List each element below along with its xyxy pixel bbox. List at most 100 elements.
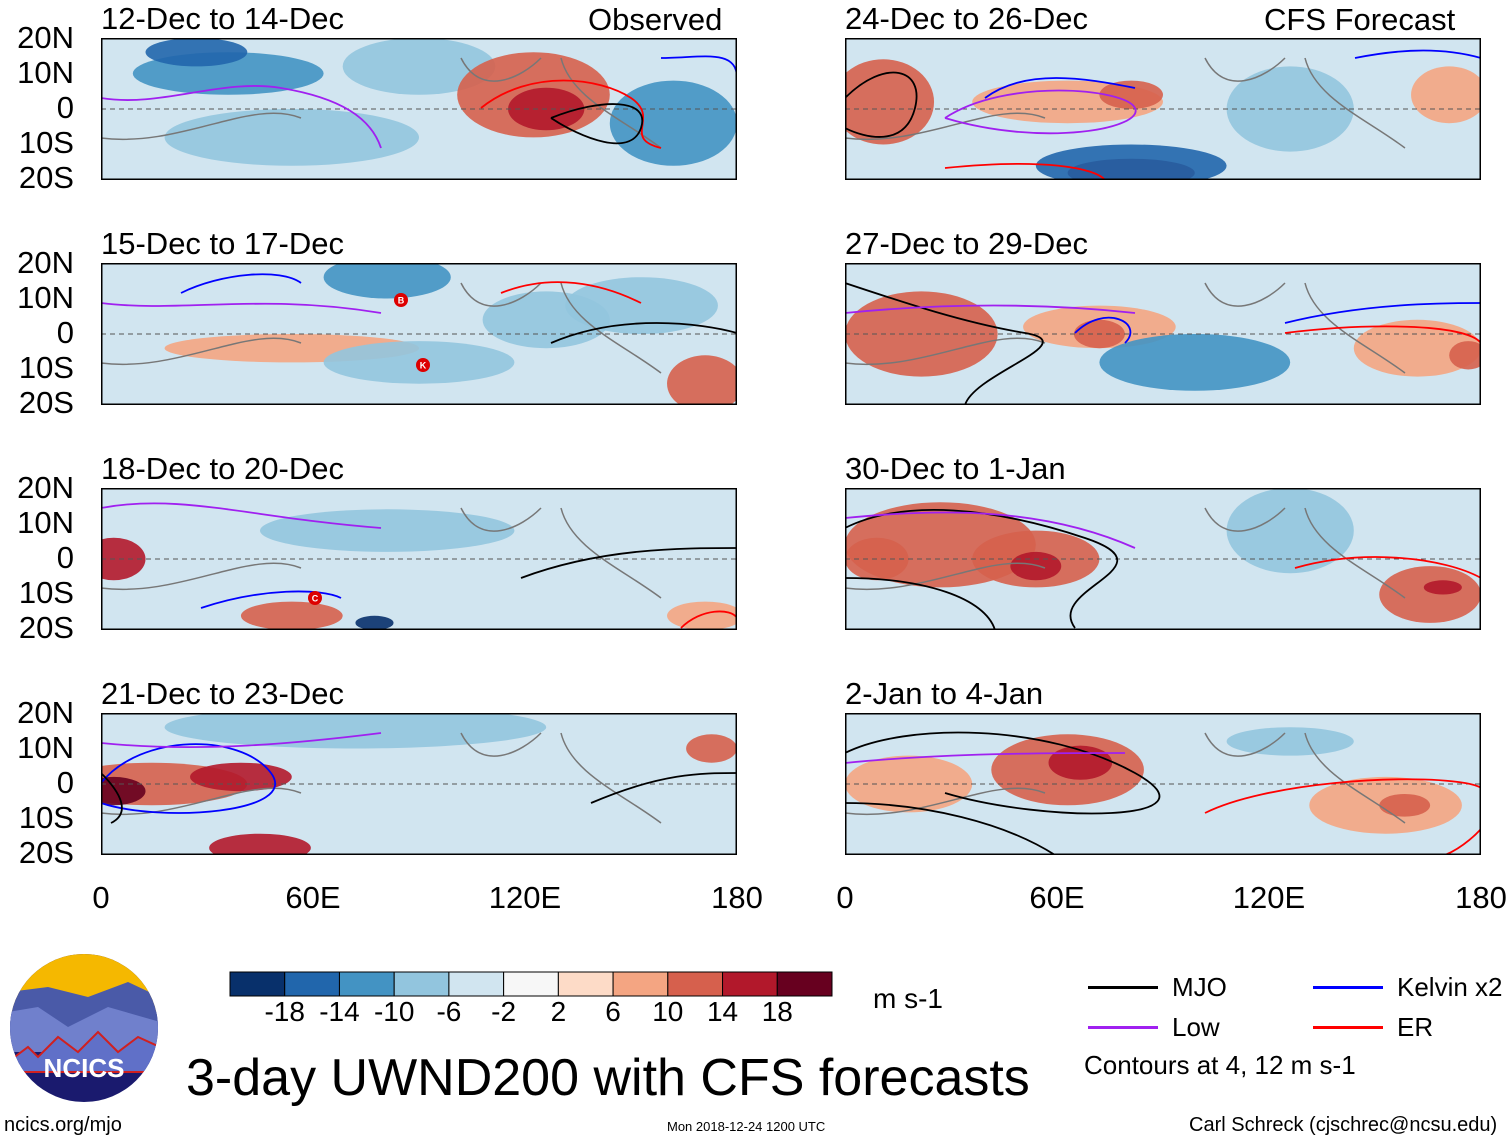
lat-tick-label: 20S: [18, 385, 74, 420]
colorbar-swatch: [393, 971, 450, 997]
colorbar-tick-label: -6: [436, 996, 462, 1027]
colorbar-tick-label: 14: [706, 996, 739, 1027]
wave-contour: [520, 547, 737, 579]
footer-author: Carl Schreck (cjschrec@ncsu.edu): [1189, 1114, 1498, 1136]
colorbar-swatch: [448, 971, 505, 997]
wave-contour: [550, 322, 737, 344]
wave-contour: [845, 304, 1136, 314]
ncics-logo: NCICS: [10, 954, 158, 1102]
colorbar-tick-label: 10: [652, 996, 684, 1027]
wave-contour: [180, 273, 302, 294]
wind-anomaly-region: [260, 509, 515, 552]
wind-anomaly-region: [1035, 144, 1227, 180]
colorbar-swatch: [612, 971, 669, 997]
map-panel: [845, 263, 1481, 405]
wave-contour: [1284, 302, 1481, 324]
wind-anomaly-region: [609, 80, 737, 166]
storm-marker: B: [394, 293, 408, 307]
lat-tick-label: 10S: [18, 800, 74, 835]
wind-anomaly-region: [355, 615, 394, 630]
colorbar-swatch: [557, 971, 614, 997]
lat-tick-label: 0: [56, 765, 74, 800]
legend-line: [1088, 986, 1158, 989]
lon-tick-label: 120E: [488, 880, 562, 915]
panel-title: 18-Dec to 20-Dec: [101, 451, 344, 486]
coastline: [101, 57, 662, 149]
wind-anomaly-region: [342, 38, 496, 95]
panel-title: 21-Dec to 23-Dec: [101, 676, 344, 711]
wave-contour: [101, 743, 276, 814]
legend-line: [1313, 1026, 1383, 1029]
footer-url[interactable]: ncics.org/mjo: [4, 1114, 122, 1136]
wind-anomaly-region: [1226, 727, 1354, 756]
colorbar-swatch: [722, 971, 778, 997]
lat-tick-label: 20S: [18, 835, 74, 870]
lat-tick-label: 20S: [18, 160, 74, 195]
coastline: [845, 507, 1406, 599]
wind-anomaly-region: [1099, 334, 1291, 391]
wind-anomaly-region: [209, 833, 311, 855]
wave-contour: [101, 302, 382, 314]
panel-title: 12-Dec to 14-Dec: [101, 1, 344, 36]
legend-label: ER: [1397, 1012, 1434, 1042]
lat-tick-label: 20S: [18, 610, 74, 645]
wind-anomaly-region: [667, 601, 737, 630]
lat-tick-label: 0: [56, 90, 74, 125]
map-panel: [845, 713, 1481, 855]
legend-line: [1088, 1026, 1158, 1029]
wave-contour: [590, 772, 737, 804]
coastline: [845, 282, 1406, 374]
lon-tick-label: 60E: [1029, 880, 1085, 915]
wave-contour: [480, 79, 662, 149]
panel-title: 24-Dec to 26-Dec: [845, 1, 1088, 36]
map-panel: BK: [101, 263, 737, 405]
wind-anomaly-region: [565, 277, 718, 334]
wind-anomaly-region: [164, 713, 547, 749]
wave-contour: [101, 85, 382, 149]
wave-contour: [1074, 316, 1132, 344]
lon-tick-label: 180: [711, 880, 763, 915]
wave-contour: [845, 802, 1056, 855]
panel-title: 30-Dec to 1-Jan: [845, 451, 1066, 486]
svg-text:B: B: [398, 296, 405, 306]
lat-tick-label: 10N: [17, 280, 74, 315]
panel-title: 27-Dec to 29-Dec: [845, 226, 1088, 261]
svg-text:K: K: [420, 361, 427, 371]
wave-contour: [845, 752, 1126, 764]
colorbar-tick-label: -2: [491, 996, 517, 1027]
figure-title: 3-day UWND200 with CFS forecasts: [186, 1049, 1030, 1107]
wind-anomaly-region: [1010, 551, 1062, 581]
lat-tick-label: 20N: [17, 245, 74, 280]
colorbar-tick-label: 6: [605, 996, 621, 1027]
wind-anomaly-region: [1099, 80, 1163, 109]
colorbar-tick-label: -10: [373, 996, 415, 1027]
coastline: [101, 282, 662, 374]
colorbar-units: m s-1: [873, 983, 943, 1014]
wave-contour: [944, 89, 1137, 135]
wave-contour: [845, 509, 1118, 629]
colorbar-swatch: [503, 971, 559, 997]
lat-tick-label: 10N: [17, 730, 74, 765]
colorbar-tick-label: -18: [264, 996, 305, 1027]
lon-tick-label: 180: [1455, 880, 1507, 915]
panel-title: 15-Dec to 17-Dec: [101, 226, 344, 261]
lat-tick-label: 10S: [18, 575, 74, 610]
wave-contour: [845, 731, 1161, 815]
wave-contour: [944, 163, 1106, 180]
map-panel: [101, 713, 737, 855]
contour-note: Contours at 4, 12 m s-1: [1084, 1050, 1356, 1080]
wind-anomaly-region: [190, 762, 292, 792]
legend-label: Low: [1172, 1012, 1220, 1042]
colorbar-tick-label: 2: [550, 996, 567, 1027]
wind-anomaly-region: [1423, 580, 1462, 595]
colorbar-swatch: [667, 971, 724, 997]
wave-contour: [984, 77, 1136, 99]
colorbar-tick-label: 18: [761, 996, 793, 1027]
wave-contour: [200, 590, 342, 609]
wave-contour: [845, 71, 918, 138]
wind-anomaly-region: [1379, 566, 1481, 623]
wind-anomaly-region: [145, 38, 248, 67]
legend-label: MJO: [1172, 972, 1227, 1002]
colorbar-swatch: [776, 971, 833, 997]
colorbar-swatch: [338, 971, 395, 997]
